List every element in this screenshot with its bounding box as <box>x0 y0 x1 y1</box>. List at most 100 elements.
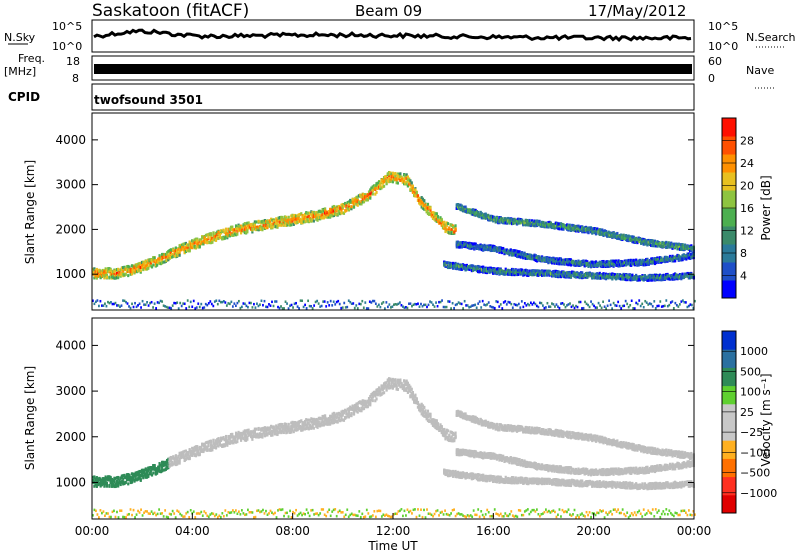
power-noise-cell <box>311 307 314 310</box>
power-cell <box>135 270 139 274</box>
power-cell <box>686 246 689 250</box>
power-cell <box>167 254 170 258</box>
power-cell <box>578 260 581 264</box>
power-cell <box>145 262 149 266</box>
power-cell <box>458 267 461 271</box>
power-cell <box>594 227 598 231</box>
power-cell <box>525 222 529 226</box>
power-cell <box>651 242 654 246</box>
power-noise-cell <box>313 304 316 307</box>
power-cell <box>196 239 199 243</box>
power-cell <box>691 251 694 255</box>
power-cell <box>646 259 649 263</box>
velocity-cell <box>97 482 100 486</box>
power-cell <box>576 225 579 229</box>
power-cell <box>470 265 473 269</box>
power-cell <box>297 217 300 221</box>
power-cell <box>189 242 193 246</box>
power-cell <box>376 186 379 190</box>
power-cell <box>498 219 501 223</box>
power-cell <box>99 269 102 273</box>
power-cell <box>567 261 570 265</box>
colorbar-swatch <box>722 172 736 191</box>
power-cell <box>477 269 480 273</box>
colorbar-swatch <box>722 118 736 137</box>
power-cell <box>122 269 125 273</box>
power-noise-cell <box>120 304 123 307</box>
power-cell <box>667 274 670 278</box>
power-cell <box>607 230 610 234</box>
power-cell <box>529 254 532 258</box>
power-cell <box>626 238 629 242</box>
power-cell <box>660 259 663 263</box>
power-cell <box>623 259 626 263</box>
power-noise-cell <box>433 305 436 308</box>
power-cell <box>375 183 378 187</box>
power-cell <box>232 228 235 232</box>
power-cell <box>637 239 640 243</box>
power-cell <box>667 257 670 261</box>
power-cell <box>288 223 292 227</box>
power-cell <box>547 261 550 265</box>
power-cell <box>616 274 619 278</box>
power-cell <box>655 258 658 262</box>
power-cell <box>326 213 329 217</box>
power-cell <box>574 275 578 279</box>
power-cell <box>376 181 379 185</box>
power-cell <box>628 273 631 277</box>
power-cell <box>660 244 663 248</box>
power-cell <box>682 257 685 261</box>
power-noise-cell <box>359 302 362 306</box>
power-cell <box>482 269 485 273</box>
power-cell <box>670 276 673 280</box>
power-cell <box>326 211 329 215</box>
power-cell <box>266 226 269 230</box>
power-cell <box>320 214 323 218</box>
power-noise-cell <box>555 303 558 306</box>
power-cell <box>653 273 657 277</box>
power-cell <box>556 261 559 265</box>
power-cell <box>99 276 102 280</box>
power-cell <box>475 212 478 216</box>
power-cell <box>211 236 214 240</box>
power-cell <box>372 186 376 190</box>
power-cell <box>436 215 440 219</box>
power-cell <box>247 225 250 229</box>
power-cell <box>539 258 542 262</box>
power-noise-cell <box>377 303 380 307</box>
power-cell <box>330 208 333 212</box>
power-cell <box>546 273 549 277</box>
power-noise-cell <box>572 304 574 307</box>
power-cell <box>608 262 611 266</box>
power-cell <box>616 272 619 276</box>
power-cell <box>202 242 205 246</box>
power-cell <box>420 205 423 209</box>
velocity-cell <box>112 482 115 486</box>
power-noise-cell <box>669 301 672 304</box>
power-cell <box>344 201 347 205</box>
power-cell <box>103 274 106 278</box>
power-cell <box>611 233 614 237</box>
power-cell <box>490 268 494 272</box>
power-cell <box>532 254 535 258</box>
power-cell <box>557 227 560 231</box>
power-cell <box>319 209 322 213</box>
power-cell <box>665 257 668 261</box>
power-cell <box>331 208 334 212</box>
power-cell <box>509 220 512 224</box>
power-cell <box>584 262 588 266</box>
power-noise-cell <box>420 302 422 306</box>
power-cell <box>102 269 105 273</box>
power-cell <box>658 256 662 260</box>
power-cell <box>622 276 625 280</box>
power-cell <box>420 196 423 200</box>
power-cell <box>100 274 103 278</box>
power-noise-cell <box>444 305 446 309</box>
power-cell <box>609 273 613 277</box>
power-cell <box>530 255 534 259</box>
power-cell <box>165 258 169 262</box>
power-cell <box>227 229 230 233</box>
power-cell <box>626 259 629 263</box>
power-noise-cell <box>239 306 242 310</box>
power-cell <box>612 234 615 238</box>
